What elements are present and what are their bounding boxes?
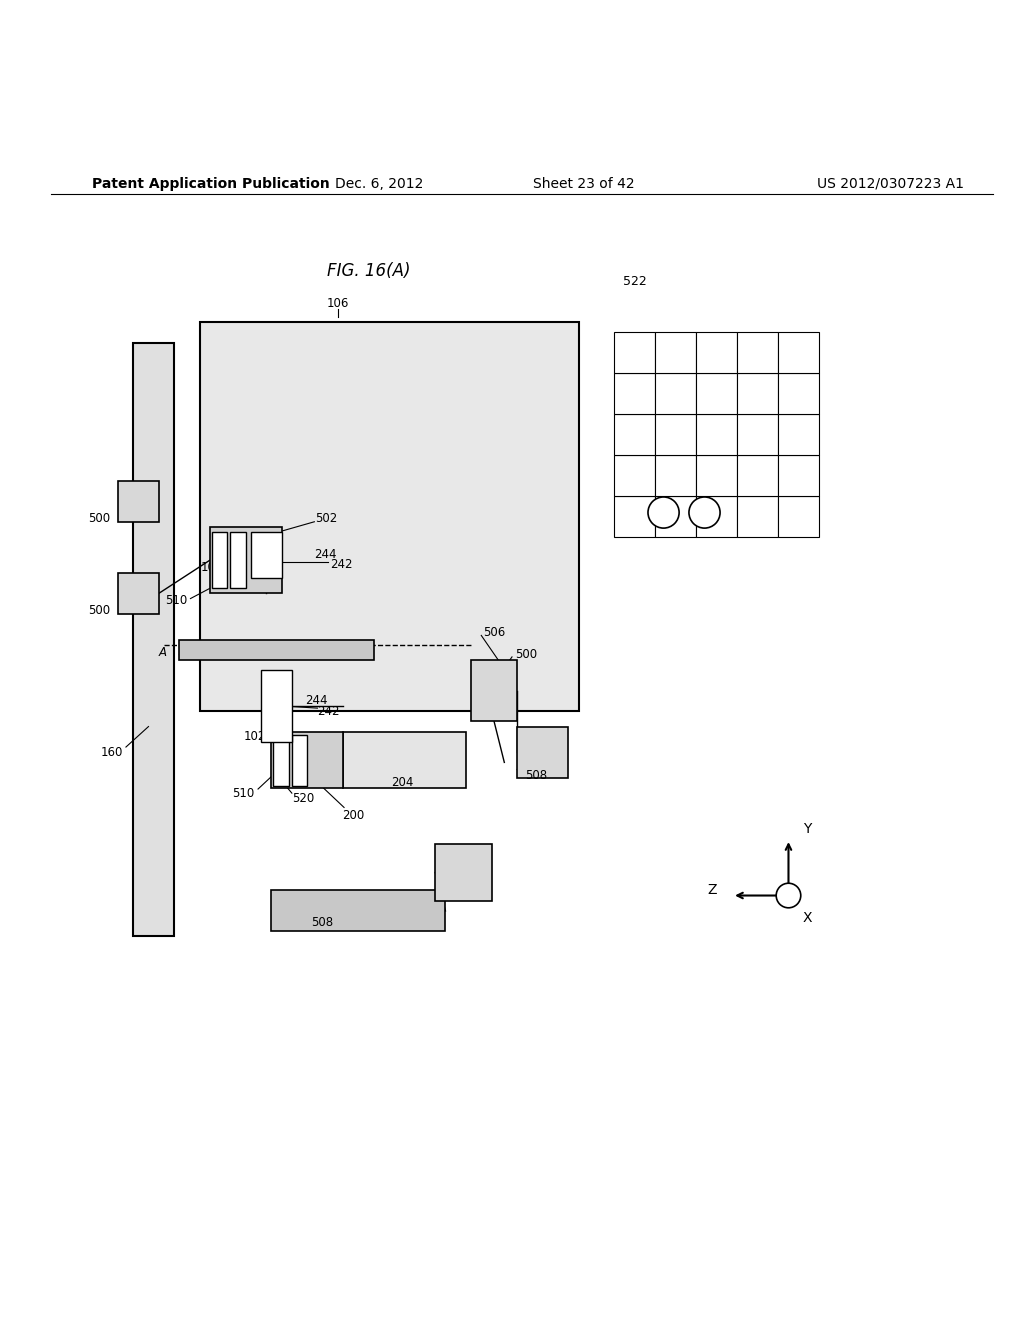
- Circle shape: [648, 496, 679, 528]
- Bar: [737, 496, 778, 537]
- Bar: [435, 845, 492, 900]
- Text: 522: 522: [623, 275, 647, 288]
- Bar: [210, 527, 282, 594]
- Bar: [517, 726, 568, 777]
- Text: Y: Y: [803, 822, 811, 836]
- Bar: [696, 496, 737, 537]
- Text: 502: 502: [315, 512, 338, 525]
- Bar: [133, 343, 174, 936]
- Text: Sheet 23 of 42: Sheet 23 of 42: [532, 177, 635, 191]
- Text: 510: 510: [231, 787, 254, 800]
- Text: 520: 520: [612, 433, 637, 446]
- Bar: [778, 496, 819, 537]
- Bar: [737, 374, 778, 414]
- Bar: [471, 660, 517, 722]
- Text: 500: 500: [88, 512, 111, 525]
- Text: Z: Z: [707, 883, 717, 898]
- Text: FIG. 16(A): FIG. 16(A): [327, 261, 411, 280]
- Bar: [292, 735, 307, 785]
- Text: 216: 216: [177, 645, 200, 659]
- Text: Patent Application Publication: Patent Application Publication: [92, 177, 330, 191]
- Text: 500: 500: [515, 648, 538, 661]
- Bar: [271, 731, 343, 788]
- Text: 510: 510: [165, 594, 187, 607]
- Text: 508: 508: [311, 916, 334, 929]
- Text: 244: 244: [305, 694, 328, 708]
- Text: 102: 102: [244, 730, 266, 743]
- Text: X: X: [802, 911, 812, 925]
- Text: A: A: [159, 647, 167, 659]
- Text: 102: 102: [201, 561, 223, 574]
- Bar: [655, 374, 696, 414]
- Bar: [273, 735, 289, 785]
- Bar: [212, 532, 227, 589]
- Bar: [614, 374, 655, 414]
- Circle shape: [689, 496, 720, 528]
- Bar: [655, 414, 696, 455]
- Bar: [696, 333, 737, 374]
- Bar: [614, 455, 655, 496]
- Bar: [778, 414, 819, 455]
- Text: 160: 160: [100, 746, 123, 759]
- Text: 204: 204: [391, 776, 414, 789]
- Bar: [696, 374, 737, 414]
- Circle shape: [776, 883, 801, 908]
- Text: 500: 500: [451, 858, 473, 871]
- Bar: [655, 455, 696, 496]
- Bar: [655, 333, 696, 374]
- Text: 508: 508: [525, 770, 548, 783]
- Bar: [614, 333, 655, 374]
- Text: Dec. 6, 2012: Dec. 6, 2012: [335, 177, 423, 191]
- Bar: [778, 374, 819, 414]
- Bar: [737, 414, 778, 455]
- Bar: [696, 455, 737, 496]
- Bar: [230, 532, 246, 589]
- Bar: [343, 731, 466, 788]
- Bar: [737, 455, 778, 496]
- Bar: [261, 671, 292, 742]
- Text: 500: 500: [88, 605, 111, 618]
- Text: US 2012/0307223 A1: US 2012/0307223 A1: [817, 177, 965, 191]
- Text: 504: 504: [456, 874, 478, 887]
- Bar: [179, 639, 374, 660]
- Text: FIG. 16(B): FIG. 16(B): [716, 364, 800, 383]
- Text: 520: 520: [292, 792, 314, 805]
- Bar: [778, 333, 819, 374]
- Bar: [778, 455, 819, 496]
- Text: 242: 242: [330, 558, 352, 572]
- Bar: [118, 480, 159, 521]
- Bar: [614, 496, 655, 537]
- Bar: [200, 322, 579, 711]
- Bar: [271, 891, 445, 932]
- Text: 200: 200: [342, 809, 365, 822]
- Text: 106: 106: [327, 297, 349, 310]
- Bar: [614, 414, 655, 455]
- Bar: [251, 532, 282, 578]
- Text: 242: 242: [317, 705, 340, 718]
- Bar: [737, 333, 778, 374]
- Bar: [118, 573, 159, 614]
- Text: 244: 244: [314, 548, 337, 561]
- Bar: [655, 496, 696, 537]
- Text: 506: 506: [483, 626, 506, 639]
- Bar: [696, 414, 737, 455]
